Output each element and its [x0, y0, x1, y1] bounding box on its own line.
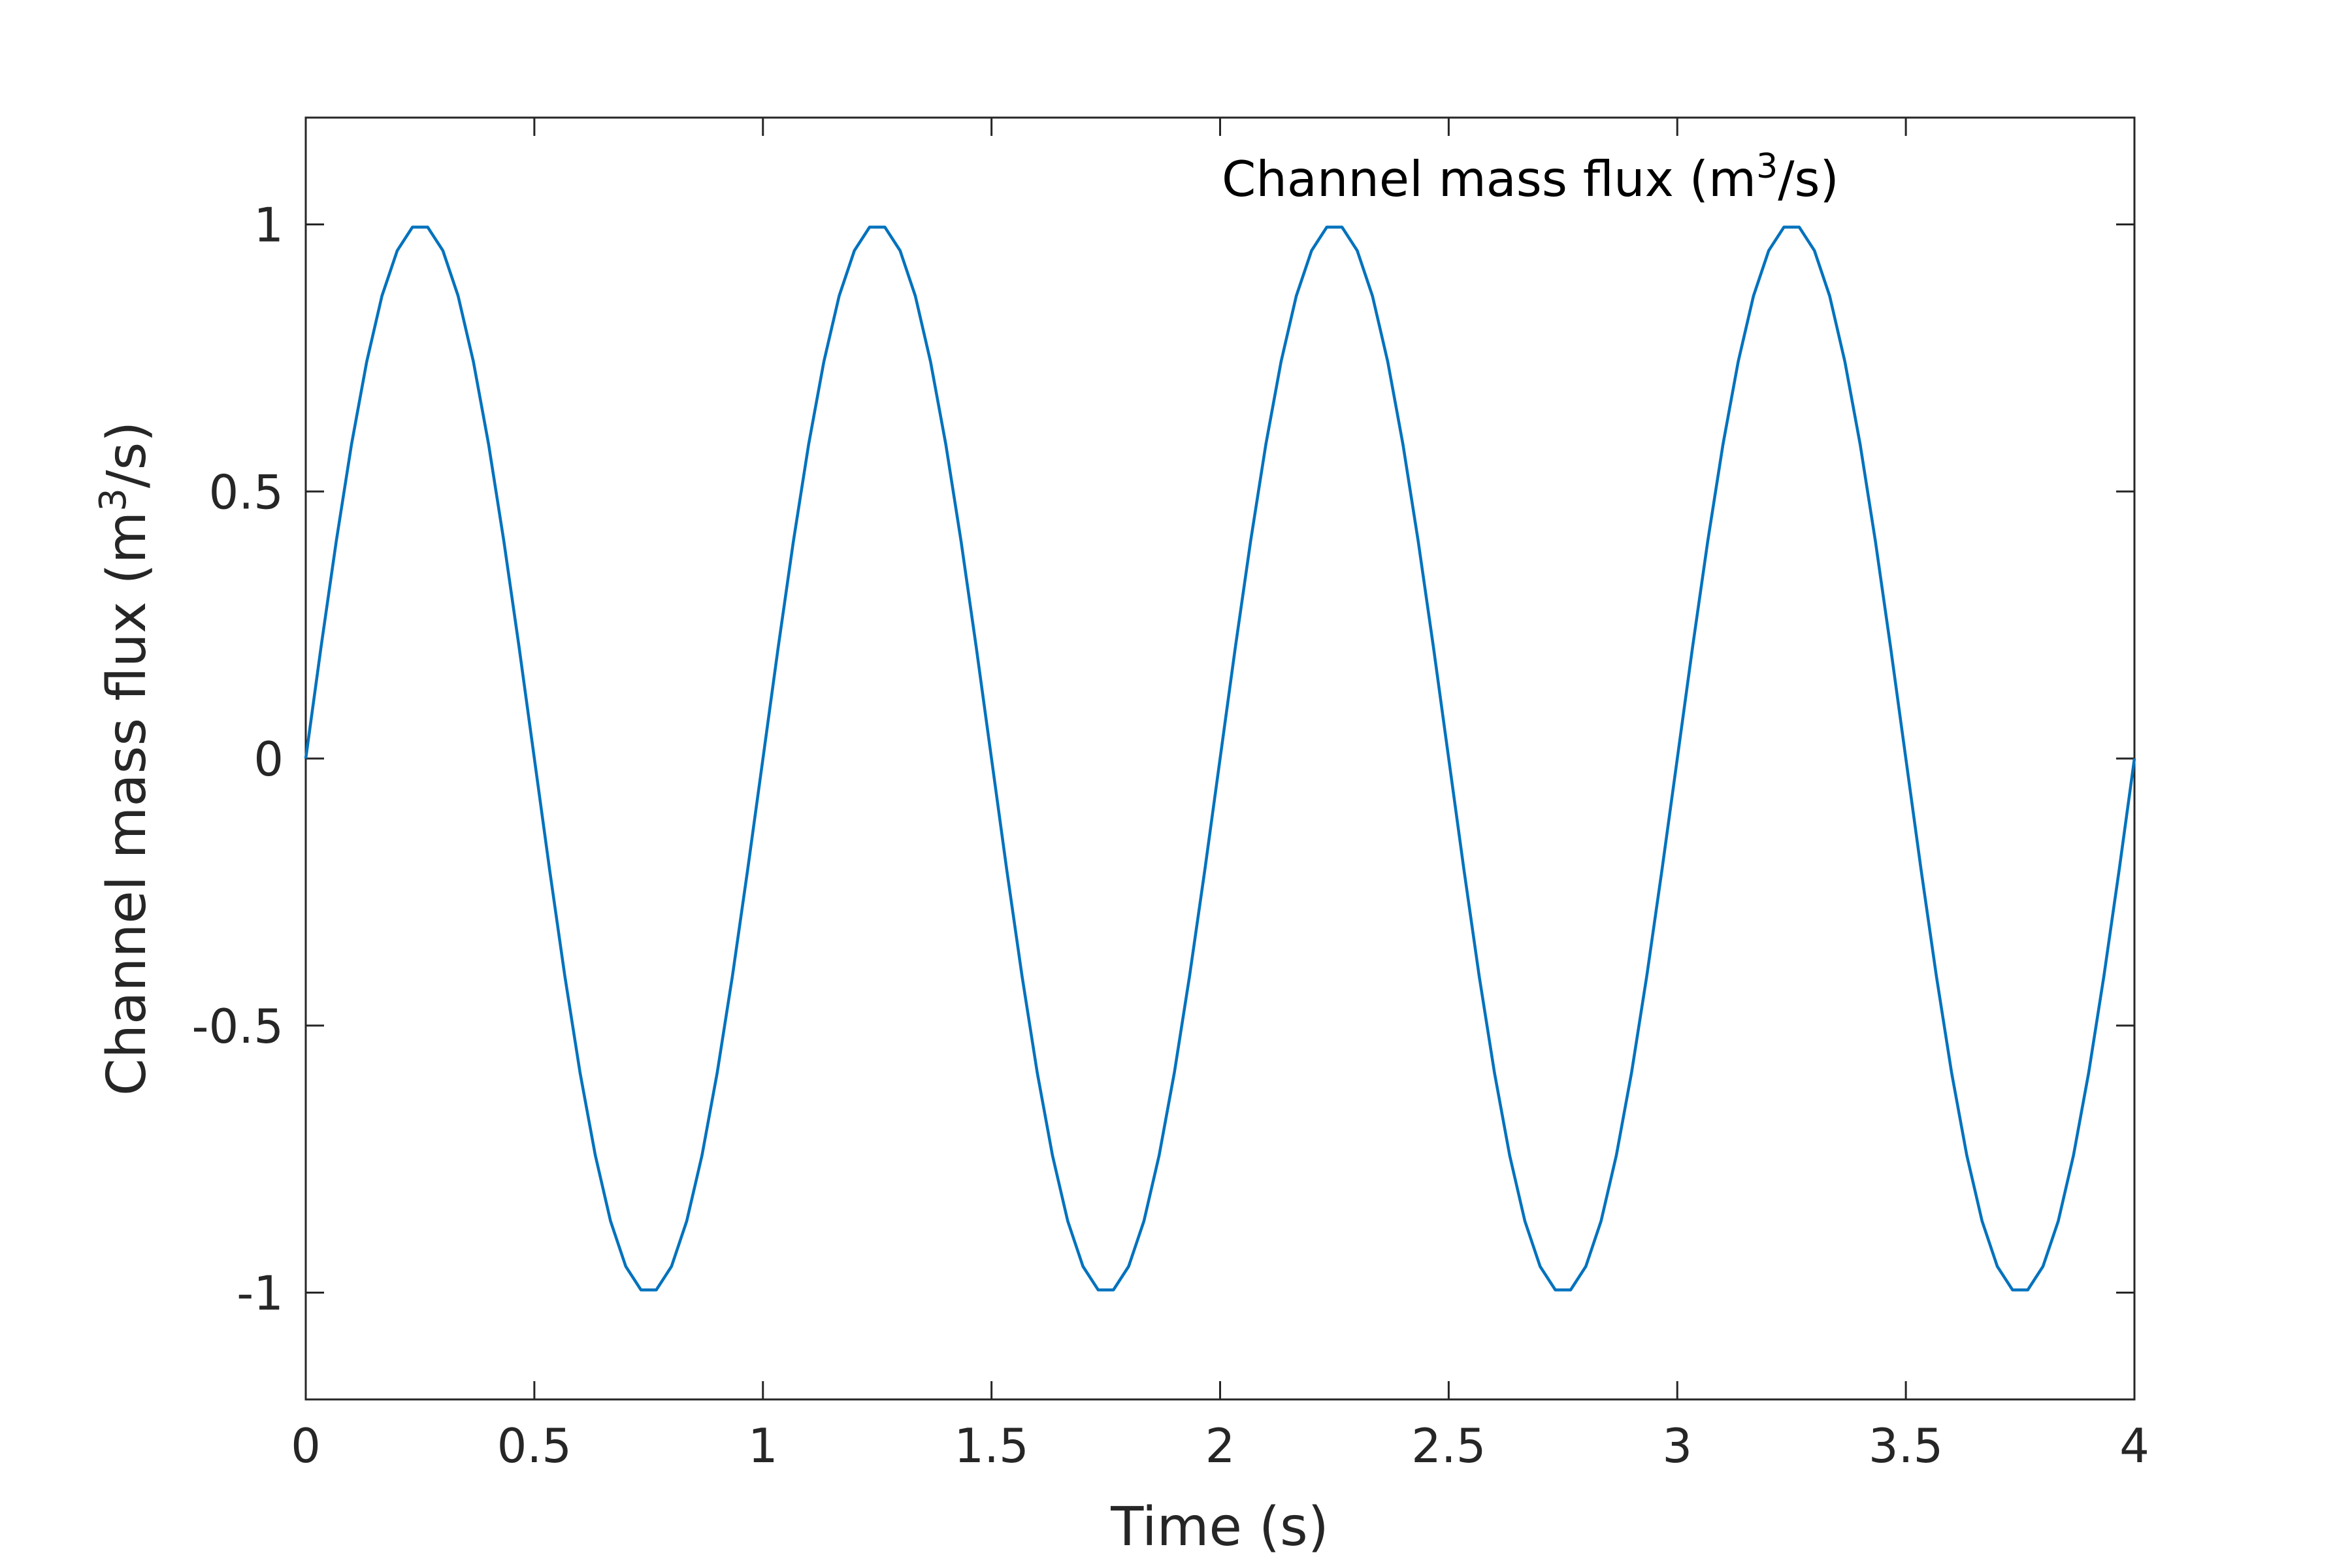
x-tick-label: 2.5 [1411, 1418, 1486, 1473]
y-tick-label: -1 [237, 1266, 284, 1321]
y-axis-label-suffix: /s) [96, 421, 158, 488]
y-tick-label: -0.5 [192, 999, 284, 1054]
chart-annotation: Channel mass flux (m3/s) [1222, 147, 1839, 208]
y-tick-label: 0 [253, 732, 284, 787]
plot-area [304, 116, 2136, 1401]
x-axis-label: Time (s) [1110, 1496, 1328, 1558]
x-tick-label: 0 [291, 1418, 321, 1473]
x-tick-label: 2 [1205, 1418, 1235, 1473]
tick-labels: 0 0.5 1 1.5 2 2.5 3 3.5 4 -1 -0.5 0 0.5 1 [192, 198, 2149, 1474]
x-tick-label: 1.5 [954, 1418, 1029, 1473]
annotation-prefix: Channel mass flux (m [1222, 150, 1756, 208]
x-tick-label: 0.5 [497, 1418, 572, 1473]
annotation-suffix: /s) [1778, 150, 1839, 208]
y-tick-label: 1 [253, 198, 284, 253]
x-tick-label: 3.5 [1869, 1418, 1944, 1473]
series-line [304, 225, 2136, 1292]
series-layer [304, 225, 2136, 1292]
x-tick-label: 3 [1662, 1418, 1692, 1473]
x-tick-label: 1 [748, 1418, 778, 1473]
y-axis-label-sup: 3 [92, 488, 135, 512]
x-tick-label: 4 [2119, 1418, 2149, 1473]
annotation-sup: 3 [1756, 147, 1778, 186]
y-axis-label-prefix: Channel mass flux (m [96, 512, 158, 1096]
y-tick-label: 0.5 [208, 465, 284, 519]
y-axis-label: Channel mass flux (m3/s) [92, 421, 158, 1096]
axis-ticks [304, 118, 2136, 1399]
